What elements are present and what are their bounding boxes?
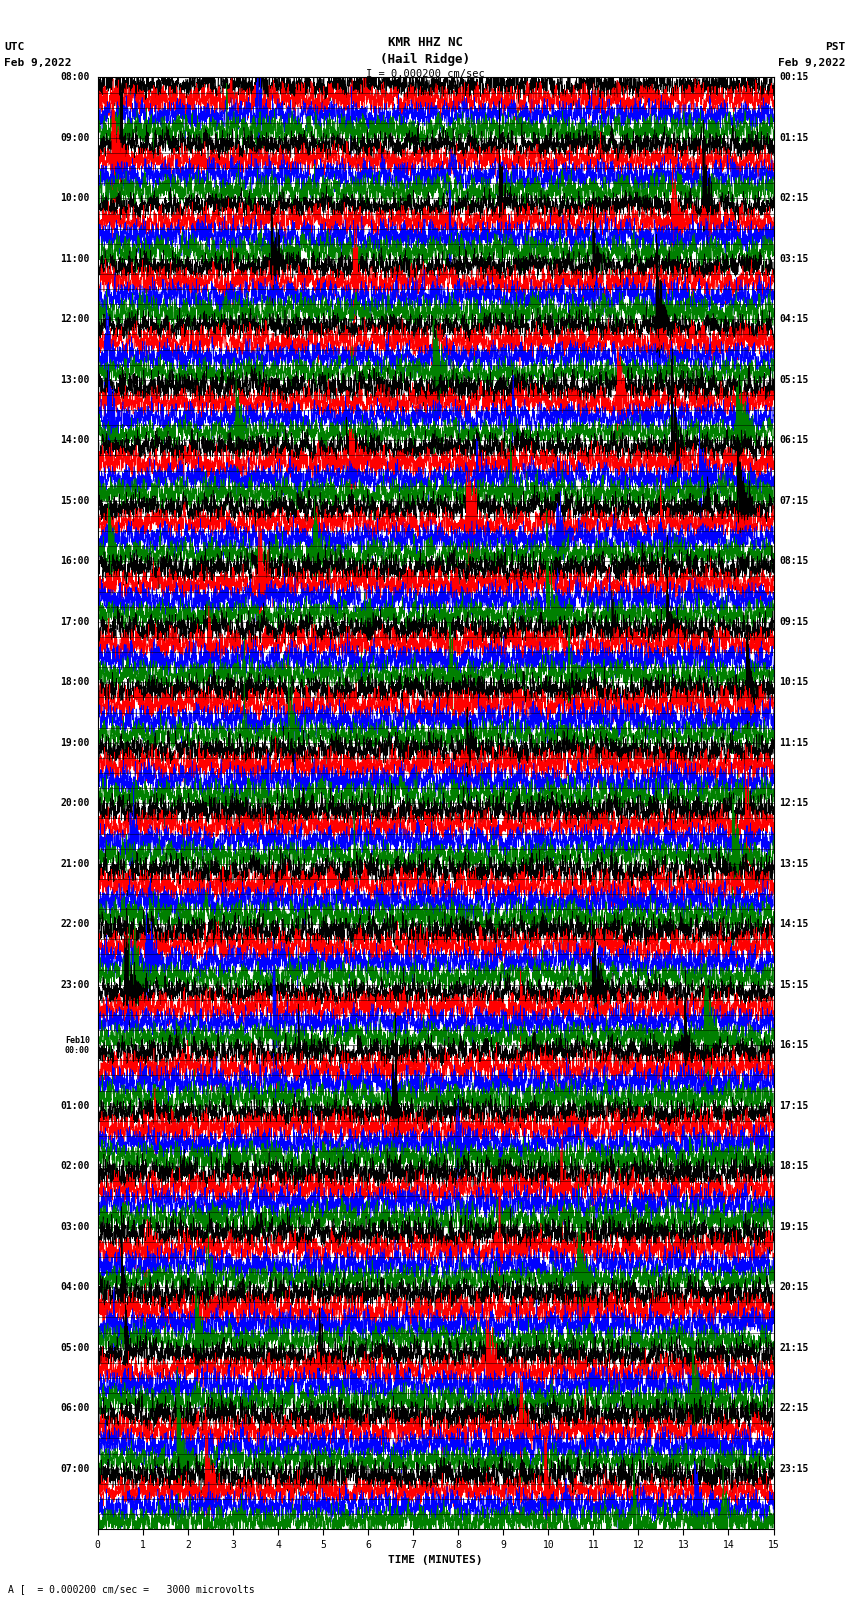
Text: 10:00: 10:00 [60,194,90,203]
Text: Feb 9,2022: Feb 9,2022 [4,58,71,68]
Text: 03:00: 03:00 [60,1221,90,1232]
Text: 09:00: 09:00 [60,132,90,144]
Text: 12:00: 12:00 [60,315,90,324]
Text: 06:00: 06:00 [60,1403,90,1413]
Text: 13:15: 13:15 [779,858,809,869]
Text: 23:15: 23:15 [779,1463,809,1474]
Text: 16:00: 16:00 [60,556,90,566]
Text: 00:15: 00:15 [779,73,809,82]
Text: 23:00: 23:00 [60,979,90,990]
Text: 02:00: 02:00 [60,1161,90,1171]
Text: 14:00: 14:00 [60,436,90,445]
Text: 20:00: 20:00 [60,798,90,808]
Text: 22:00: 22:00 [60,919,90,929]
Text: 05:00: 05:00 [60,1342,90,1353]
Text: 09:15: 09:15 [779,616,809,627]
Text: Feb10
00:00: Feb10 00:00 [65,1036,90,1055]
Text: 07:00: 07:00 [60,1463,90,1474]
Text: UTC: UTC [4,42,25,52]
Text: 22:15: 22:15 [779,1403,809,1413]
Text: 19:15: 19:15 [779,1221,809,1232]
Text: 11:00: 11:00 [60,253,90,265]
Text: 20:15: 20:15 [779,1282,809,1292]
Text: 07:15: 07:15 [779,495,809,506]
Text: PST: PST [825,42,846,52]
Text: 06:15: 06:15 [779,436,809,445]
Text: 21:00: 21:00 [60,858,90,869]
Text: A [  = 0.000200 cm/sec =   3000 microvolts: A [ = 0.000200 cm/sec = 3000 microvolts [8,1584,255,1594]
Text: 10:15: 10:15 [779,677,809,687]
Text: 02:15: 02:15 [779,194,809,203]
Text: 18:15: 18:15 [779,1161,809,1171]
Text: Feb 9,2022: Feb 9,2022 [779,58,846,68]
Text: (Hail Ridge): (Hail Ridge) [380,52,470,66]
Text: 14:15: 14:15 [779,919,809,929]
Text: 13:00: 13:00 [60,374,90,386]
Text: 12:15: 12:15 [779,798,809,808]
Text: 04:00: 04:00 [60,1282,90,1292]
Text: 08:15: 08:15 [779,556,809,566]
Text: 21:15: 21:15 [779,1342,809,1353]
Text: 17:00: 17:00 [60,616,90,627]
Text: 05:15: 05:15 [779,374,809,386]
X-axis label: TIME (MINUTES): TIME (MINUTES) [388,1555,483,1565]
Text: 08:00: 08:00 [60,73,90,82]
Text: 04:15: 04:15 [779,315,809,324]
Text: 01:00: 01:00 [60,1100,90,1111]
Text: 17:15: 17:15 [779,1100,809,1111]
Text: KMR HHZ NC: KMR HHZ NC [388,37,462,50]
Text: 01:15: 01:15 [779,132,809,144]
Text: 11:15: 11:15 [779,737,809,748]
Text: 15:15: 15:15 [779,979,809,990]
Text: 19:00: 19:00 [60,737,90,748]
Text: 18:00: 18:00 [60,677,90,687]
Text: 15:00: 15:00 [60,495,90,506]
Text: I = 0.000200 cm/sec: I = 0.000200 cm/sec [366,69,484,79]
Text: 03:15: 03:15 [779,253,809,265]
Text: 16:15: 16:15 [779,1040,809,1050]
